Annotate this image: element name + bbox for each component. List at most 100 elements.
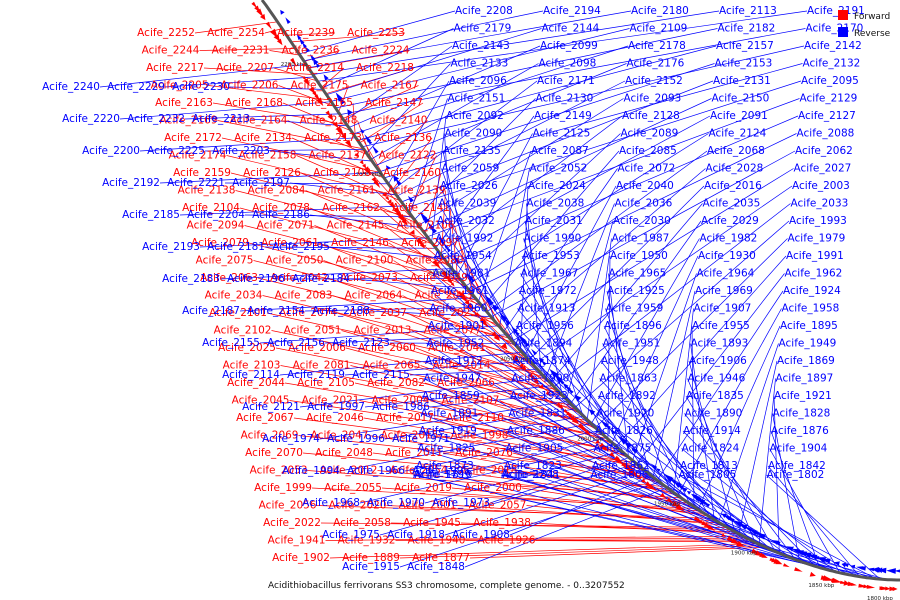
- leader-line: [611, 255, 699, 443]
- gene-label: Acife_1905: [506, 443, 564, 455]
- gene-label: Acife_1826: [595, 425, 653, 437]
- gene-label: Acife_2113: [719, 5, 777, 17]
- leader-line: [348, 45, 541, 128]
- gene-label: Acife_1981: [433, 268, 491, 280]
- gene-label: Acife_1802: [767, 469, 825, 481]
- leader-line: [439, 115, 623, 254]
- gene-label: Acife_1859: [422, 390, 480, 402]
- gene-label: Acife_1967: [521, 268, 579, 280]
- gene-label: Acife_2155: [202, 337, 260, 349]
- leader-line: [349, 278, 468, 289]
- leader-line: [489, 457, 630, 504]
- forward-feature: [389, 201, 395, 209]
- gene-label: Acife_2159: [173, 167, 231, 179]
- leader-line: [392, 80, 538, 191]
- gene-label: Acife_2236: [282, 45, 340, 57]
- gene-label: Acife_1965: [609, 268, 667, 280]
- gene-label: Acife_2217: [146, 62, 204, 74]
- gene-label: Acife_2074: [279, 307, 337, 319]
- forward-feature: [303, 78, 310, 87]
- gene-label: Acife_1947: [424, 373, 482, 385]
- tick-label: 1850 kbp: [808, 583, 834, 589]
- forward-feature: [434, 261, 441, 270]
- leader-line: [324, 334, 507, 344]
- gene-label: Acife_2078: [252, 202, 310, 214]
- leader-line: [368, 435, 655, 479]
- gene-label: Acife_2121: [242, 401, 300, 413]
- gene-label: Acife_2240: [42, 81, 100, 93]
- gene-label: Acife_2017: [376, 412, 434, 424]
- gene-label: Acife_1954: [434, 250, 492, 262]
- gene-label: Acife_1955: [692, 320, 750, 332]
- leader-line: [682, 430, 816, 567]
- gene-label: Acife_1906: [689, 355, 747, 367]
- forward-feature: [809, 571, 816, 577]
- gene-label: Acife_2021: [302, 395, 360, 407]
- forward-feature: [359, 160, 364, 165]
- gene-label: Acife_2179: [454, 23, 512, 35]
- leader-line: [159, 172, 381, 184]
- tick-label: 1900 kbp: [731, 551, 757, 557]
- leader-line: [339, 28, 806, 115]
- gene-label: Acife_1975: [322, 529, 380, 541]
- gene-label: Acife_2140: [370, 115, 428, 127]
- forward-feature: [556, 401, 561, 407]
- reverse-feature: [422, 215, 430, 224]
- forward-feature: [362, 163, 367, 169]
- gene-label: Acife_2164: [230, 115, 288, 127]
- leader-line: [381, 487, 701, 512]
- leader-line: [262, 295, 526, 357]
- leader-line: [384, 225, 470, 291]
- leader-line: [229, 86, 323, 90]
- leader-line: [284, 278, 460, 280]
- leader-line: [773, 395, 780, 554]
- leader-line: [545, 203, 615, 379]
- gene-label: Acife_2063: [200, 272, 258, 284]
- leader-line: [308, 10, 632, 69]
- leader-line: [420, 413, 784, 556]
- leader-line: [224, 182, 389, 185]
- forward-feature: [736, 540, 745, 547]
- leader-line: [336, 312, 546, 378]
- leader-line: [448, 115, 799, 265]
- gene-label: Acife_1875: [594, 443, 652, 455]
- gene-label: Acife_2186: [252, 209, 310, 221]
- gene-label: Acife_2049: [410, 272, 468, 284]
- leader-line: [363, 417, 639, 466]
- gene-label: Acife_2004: [372, 395, 430, 407]
- forward-feature: [325, 110, 331, 117]
- leader-line: [684, 413, 796, 560]
- reverse-feature: [304, 46, 310, 53]
- reverse-feature: [834, 561, 840, 566]
- gene-label: Acife_2214: [286, 62, 344, 74]
- leader-line: [304, 306, 484, 312]
- gene-label: Acife_2085: [619, 145, 677, 157]
- forward-feature: [571, 417, 579, 425]
- leader-line: [679, 465, 856, 577]
- leader-line: [99, 63, 307, 88]
- leader-line: [221, 137, 381, 173]
- leader-line: [289, 182, 397, 196]
- leader-line: [239, 207, 446, 261]
- gene-label: Acife_2154: [247, 305, 305, 317]
- gene-label: Acife_2040: [616, 180, 674, 192]
- gene-label: Acife_2097: [401, 237, 459, 249]
- leader-line: [259, 325, 499, 344]
- gene-label: Acife_2108: [313, 167, 371, 179]
- gene-label: Acife_2197: [232, 177, 290, 189]
- gene-label: Acife_2070: [245, 447, 303, 459]
- gene-label: Acife_2044: [227, 377, 285, 389]
- gene-label: Acife_2218: [356, 62, 414, 74]
- gene-label: Acife_2168: [225, 97, 283, 109]
- leader-line: [517, 308, 666, 487]
- forward-feature: [660, 492, 667, 499]
- gene-label: Acife_1974: [262, 433, 320, 445]
- gene-label: Acife_1894: [515, 338, 573, 350]
- gene-label: Acife_1890: [685, 408, 743, 420]
- gene-label: Acife_1863: [600, 373, 658, 385]
- leader-line: [526, 505, 724, 526]
- legend-forward-swatch: [838, 10, 848, 20]
- gene-label: Acife_2176: [627, 58, 685, 70]
- gene-label: Acife_2052: [530, 163, 588, 175]
- reverse-feature: [338, 96, 346, 105]
